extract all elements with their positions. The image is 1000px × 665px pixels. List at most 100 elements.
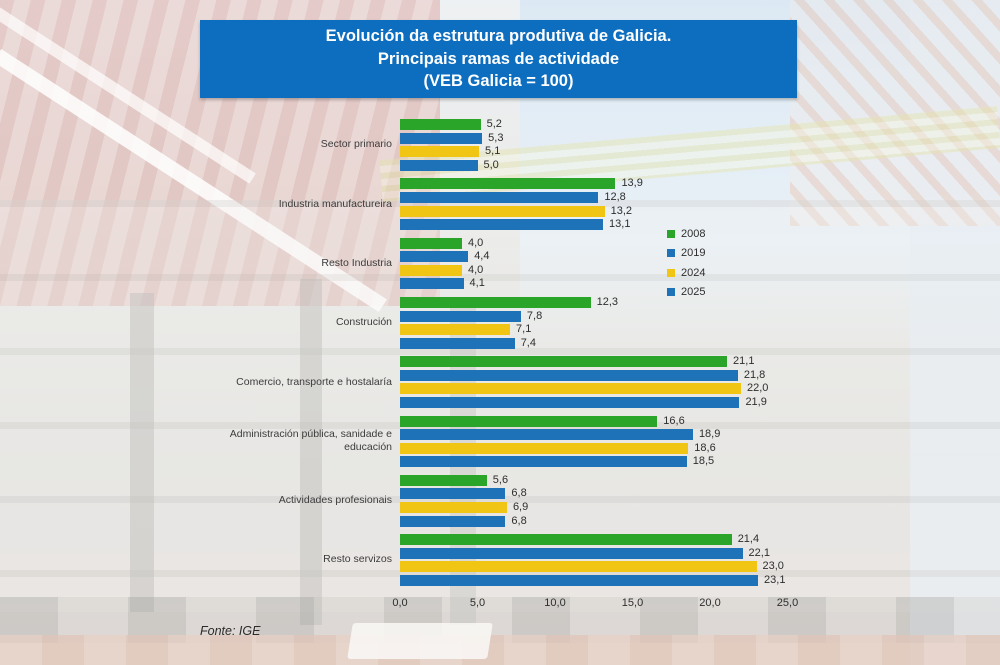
bar-2019	[400, 132, 483, 144]
bar-value-label: 5,0	[483, 158, 499, 171]
bar-value-label: 6,9	[512, 501, 529, 513]
legend-label: 2025	[681, 286, 706, 299]
bar-value-label: 22,1	[748, 546, 770, 559]
legend-item-2024: 2024	[667, 263, 705, 283]
bar-2019	[400, 547, 743, 559]
chart-title-box: Evolución da estrutura produtiva de Gali…	[200, 20, 797, 98]
bar-value-label: 21,1	[733, 355, 755, 368]
bar-2024	[400, 442, 689, 454]
bar-value-label: 5,6	[492, 473, 509, 486]
bar-2025	[400, 397, 740, 408]
legend-swatch-icon	[667, 288, 675, 297]
bar-value-label: 5,1	[485, 145, 501, 158]
bar-value-label: 23,0	[762, 560, 784, 573]
bar-2019	[400, 310, 521, 322]
bar-2024	[400, 146, 480, 158]
bar-value-label: 21,8	[743, 368, 766, 381]
bar-2024	[400, 324, 511, 336]
legend-swatch-icon	[667, 268, 675, 277]
legend-label: 2024	[681, 266, 706, 279]
chart-legend: 2008 2019 2024 2025	[667, 224, 705, 302]
bar-value-label: 6,8	[511, 514, 527, 527]
bar-value-label: 7,8	[526, 309, 543, 322]
x-axis-tick-label: 15,0	[621, 597, 644, 609]
bar-value-label: 12,3	[596, 295, 619, 308]
bar-2008	[400, 534, 732, 546]
bar-value-label: 12,8	[604, 190, 626, 203]
x-axis-tick-label: 5,0	[469, 597, 486, 609]
bar-value-label: 4,1	[469, 277, 485, 290]
category-label: Comercio, transporte e hostalaría	[236, 375, 392, 388]
bar-2024	[400, 561, 757, 573]
bar-2008	[400, 415, 658, 427]
bar-value-label: 16,6	[663, 414, 685, 427]
legend-label: 2019	[681, 247, 706, 260]
bar-value-label: 4,0	[468, 236, 484, 249]
bar-value-label: 22,0	[747, 382, 769, 395]
bar-value-label: 4,4	[474, 250, 490, 263]
x-axis-tick-label: 20,0	[699, 597, 721, 609]
bar-value-label: 7,1	[516, 323, 532, 336]
category-label: Actividades profesionais	[278, 494, 392, 507]
legend-item-2008: 2008	[667, 224, 705, 244]
bar-value-label: 5,2	[486, 118, 502, 130]
bar-value-label: 23,1	[764, 573, 786, 586]
bar-2025	[400, 219, 604, 231]
chart-title-line-2: Principais ramas de actividade	[377, 49, 620, 68]
bar-value-label: 13,9	[621, 177, 643, 190]
bar-2025	[400, 515, 506, 527]
category-label: Administración pública, sanidade e educa…	[229, 428, 392, 454]
bar-2025	[400, 159, 478, 171]
bg-orange-scaffold-netting	[790, 0, 1000, 227]
bar-2024	[400, 264, 462, 276]
legend-item-2019: 2019	[667, 244, 705, 264]
category-label: Industria manufactureira	[278, 197, 392, 210]
legend-swatch-icon	[667, 249, 675, 258]
bg-brick-pallets	[0, 635, 1000, 665]
bg-concrete-column	[130, 292, 154, 612]
bar-2008	[400, 237, 462, 249]
bg-concrete-column	[300, 279, 322, 626]
legend-item-2025: 2025	[667, 283, 705, 303]
bar-value-label: 5,3	[488, 131, 504, 144]
category-label: Resto Industria	[321, 256, 392, 269]
bar-2008	[400, 178, 616, 190]
bar-value-label: 7,4	[520, 336, 536, 349]
bar-2019	[400, 488, 506, 500]
source-note: Fonte: IGE	[200, 624, 261, 638]
x-axis-tick-label: 25,0	[776, 597, 799, 609]
bar-2025	[400, 574, 759, 586]
category-label: Construción	[335, 316, 392, 329]
bg-sky-right-edge	[910, 0, 1000, 665]
chart-title-line-3: (VEB Galicia = 100)	[423, 72, 574, 91]
bar-2025	[400, 456, 687, 468]
bar-value-label: 18,5	[692, 455, 715, 468]
bar-value-label: 21,9	[745, 396, 767, 408]
bar-2024	[400, 383, 741, 395]
bar-value-label: 6,8	[511, 487, 527, 500]
bar-2008	[400, 296, 591, 308]
bar-value-label: 13,1	[609, 218, 631, 231]
bar-2024	[400, 205, 605, 217]
bar-2025	[400, 337, 515, 349]
legend-label: 2008	[681, 227, 706, 240]
bar-2008	[400, 119, 481, 130]
category-label: Resto servizos	[323, 553, 392, 566]
bar-value-label: 18,6	[694, 441, 716, 454]
legend-swatch-icon	[667, 229, 675, 238]
bar-2008	[400, 356, 728, 368]
category-label: Sector primario	[320, 138, 392, 151]
bar-value-label: 4,0	[468, 263, 484, 276]
bar-2025	[400, 278, 464, 290]
bar-value-label: 21,4	[737, 533, 760, 546]
bar-2024	[400, 502, 507, 513]
bar-2019	[400, 429, 693, 441]
bar-2019	[400, 251, 469, 263]
bar-value-label: 13,2	[610, 204, 633, 217]
bar-2019	[400, 191, 599, 203]
bar-2008	[400, 474, 487, 486]
chart-title-line-1: Evolución da estrutura produtiva de Gali…	[325, 27, 672, 46]
bar-value-label: 18,9	[698, 428, 721, 441]
